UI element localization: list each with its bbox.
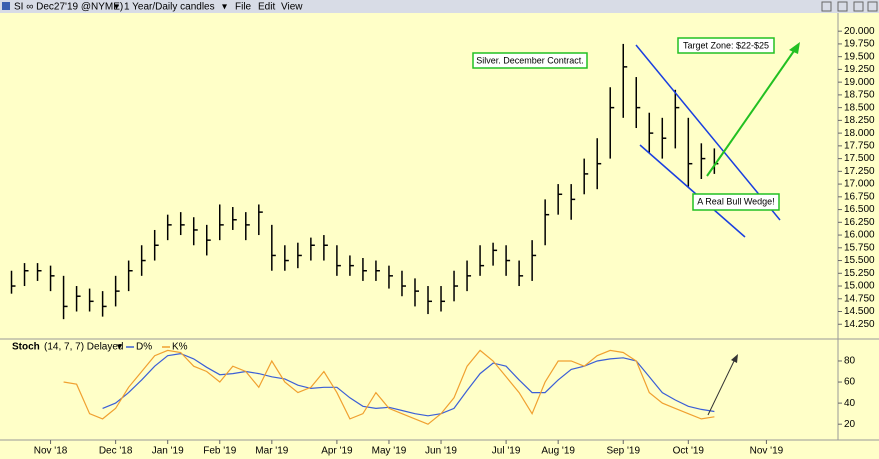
y-tick-label: 18.250: [844, 115, 875, 126]
annotation: Silver. December Contract.: [476, 55, 584, 65]
x-tick-label: Jun '19: [425, 446, 457, 457]
x-tick-label: Jan '19: [152, 446, 184, 457]
panel-subtitle: (14, 7, 7) Delayed: [44, 342, 124, 353]
y-tick-label: 19.750: [844, 39, 875, 50]
window-button[interactable]: [853, 1, 864, 12]
period[interactable]: 1 Year/Daily candles: [124, 2, 215, 13]
y-tick-label: 17.000: [844, 179, 875, 190]
y-tick-label: 14.250: [844, 319, 875, 330]
toolbar-bg: [0, 0, 879, 13]
arrowhead: [789, 42, 800, 54]
legend: D% K%: [126, 342, 188, 353]
y-tick-label: 15.500: [844, 255, 875, 266]
y-tick-label: 40: [844, 398, 856, 409]
menu-edit[interactable]: Edit: [258, 2, 275, 13]
x-tick-label: Apr '19: [321, 446, 353, 457]
panel-title: Stoch: [12, 342, 40, 353]
icon: [2, 2, 10, 10]
dropdown-arrow[interactable]: ▾: [114, 2, 119, 13]
y-tick-label: 20.000: [844, 26, 875, 37]
annotation-box: [692, 193, 780, 211]
y-tick-label: 14.500: [844, 306, 875, 317]
arrow: [707, 358, 736, 416]
y-tick-label: 18.000: [844, 128, 875, 139]
x-tick-label: Oct '19: [673, 446, 705, 457]
toolbar: SI ∞ Dec27'19 @NYME) ▾ 1 Year/Daily cand…: [0, 0, 879, 13]
x-tick-label: Nov '18: [34, 446, 68, 457]
y-tick-label: 80: [844, 356, 856, 367]
y-tick-label: 60: [844, 377, 856, 388]
annotation: Target Zone: $22-$25: [683, 40, 769, 50]
menu-file[interactable]: File: [235, 2, 252, 13]
symbol[interactable]: SI ∞ Dec27'19 @NYME): [14, 2, 123, 13]
x-tick-label: Sep '19: [606, 446, 640, 457]
arrowhead: [731, 354, 738, 363]
series-line: [102, 352, 715, 417]
annotation-box: [677, 37, 775, 54]
legend-label: D%: [136, 342, 152, 353]
y-tick-label: 16.750: [844, 191, 875, 202]
y-tick-label: 15.750: [844, 242, 875, 253]
y-tick-label: 14.750: [844, 293, 875, 304]
menu-view[interactable]: View: [281, 2, 303, 13]
y-tick-label: 18.500: [844, 102, 875, 113]
y-tick-label: 18.750: [844, 90, 875, 101]
y-tick-label: 16.500: [844, 204, 875, 215]
y-tick-label: 15.250: [844, 268, 875, 279]
dropdown-arrow[interactable]: ▾: [117, 342, 122, 353]
annotation: A Real Bull Wedge!: [697, 196, 774, 206]
channel-line: [635, 44, 781, 221]
legend-label: K%: [172, 342, 188, 353]
channel-line: [639, 144, 746, 238]
y-tick-label: 20: [844, 419, 856, 430]
x-tick-label: Jul '19: [492, 446, 521, 457]
x-tick-label: May '19: [372, 446, 407, 457]
y-tick-label: 19.250: [844, 64, 875, 75]
y-tick-label: 19.500: [844, 51, 875, 62]
y-tick-label: 16.250: [844, 217, 875, 228]
x-tick-label: Dec '18: [99, 446, 133, 457]
y-tick-label: 17.750: [844, 140, 875, 151]
x-tick-label: Feb '19: [203, 446, 236, 457]
y-tick-label: 17.250: [844, 166, 875, 177]
window-button[interactable]: [821, 1, 832, 12]
y-tick-label: 19.000: [844, 77, 875, 88]
y-tick-label: 15.000: [844, 281, 875, 292]
x-tick-label: Aug '19: [541, 446, 575, 457]
y-tick-label: 16.000: [844, 230, 875, 241]
arrow: [706, 47, 797, 177]
window-button[interactable]: [837, 1, 848, 12]
y-tick-label: 17.500: [844, 153, 875, 164]
dropdown-arrow[interactable]: ▾: [222, 2, 227, 13]
window-button[interactable]: [867, 1, 878, 12]
x-tick-label: Nov '19: [750, 446, 784, 457]
series-line: [63, 349, 715, 425]
annotation-box: [472, 52, 588, 69]
x-tick-label: Mar '19: [255, 446, 288, 457]
